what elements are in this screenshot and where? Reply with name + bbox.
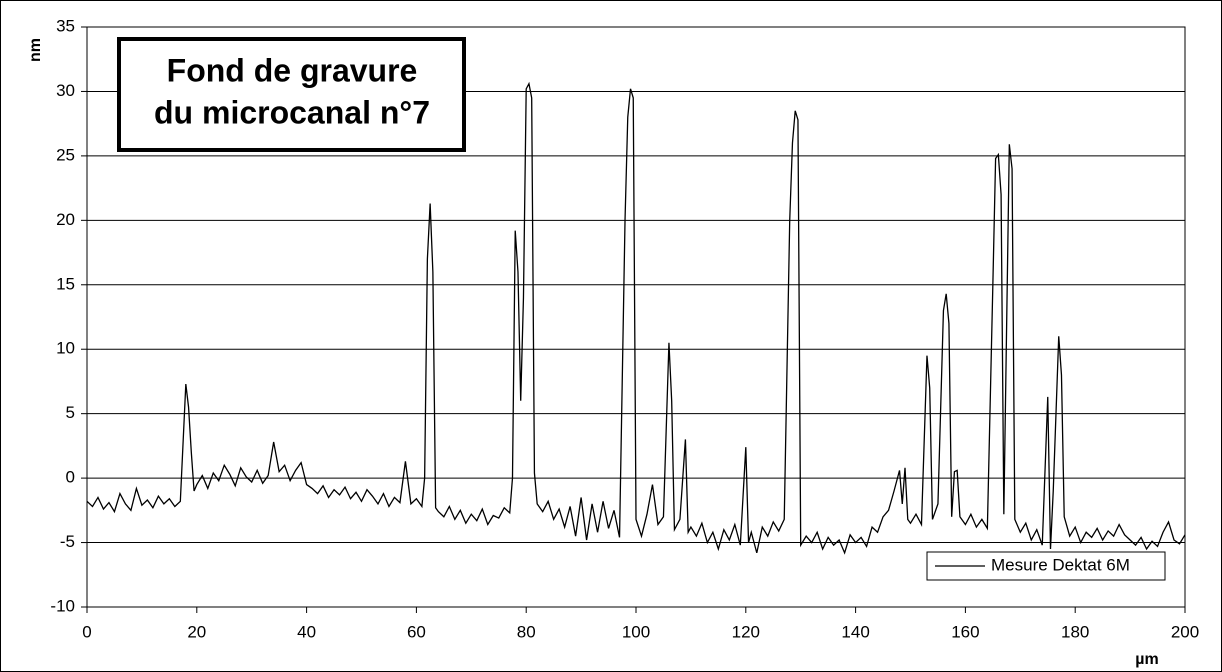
x-tick-label: 180: [1061, 622, 1089, 641]
x-tick-label: 60: [407, 622, 426, 641]
data-line: [86, 81, 1186, 555]
x-tick-label: 80: [517, 622, 536, 641]
y-axis-label: nm: [27, 38, 44, 62]
x-tick-label: 160: [951, 622, 979, 641]
title-box: [117, 37, 466, 152]
plot-area: [86, 26, 1186, 608]
x-tick-label: 140: [841, 622, 869, 641]
x-axis-label: µm: [1135, 651, 1158, 668]
x-tick-label: 100: [622, 622, 650, 641]
y-tick-label: -10: [50, 596, 75, 615]
y-tick-label: 25: [56, 145, 75, 164]
y-tick-label: 5: [66, 403, 75, 422]
y-tick-label: 20: [56, 210, 75, 229]
x-tick-label: 0: [82, 622, 91, 641]
x-tick-label: 120: [732, 622, 760, 641]
chart-title: du microcanal n°7: [154, 94, 430, 130]
y-tick-label: 35: [56, 16, 75, 35]
x-tick-label: 40: [297, 622, 316, 641]
legend-label: Mesure Dektat 6M: [991, 555, 1130, 574]
y-tick-label: 30: [56, 81, 75, 100]
x-tick-label: 20: [187, 622, 206, 641]
y-tick-label: 0: [66, 468, 75, 487]
y-tick-label: 10: [56, 339, 75, 358]
y-tick-label: 15: [56, 274, 75, 293]
y-tick-label: -5: [60, 532, 75, 551]
chart-title: Fond de gravure: [167, 52, 418, 88]
x-tick-label: 200: [1171, 622, 1199, 641]
